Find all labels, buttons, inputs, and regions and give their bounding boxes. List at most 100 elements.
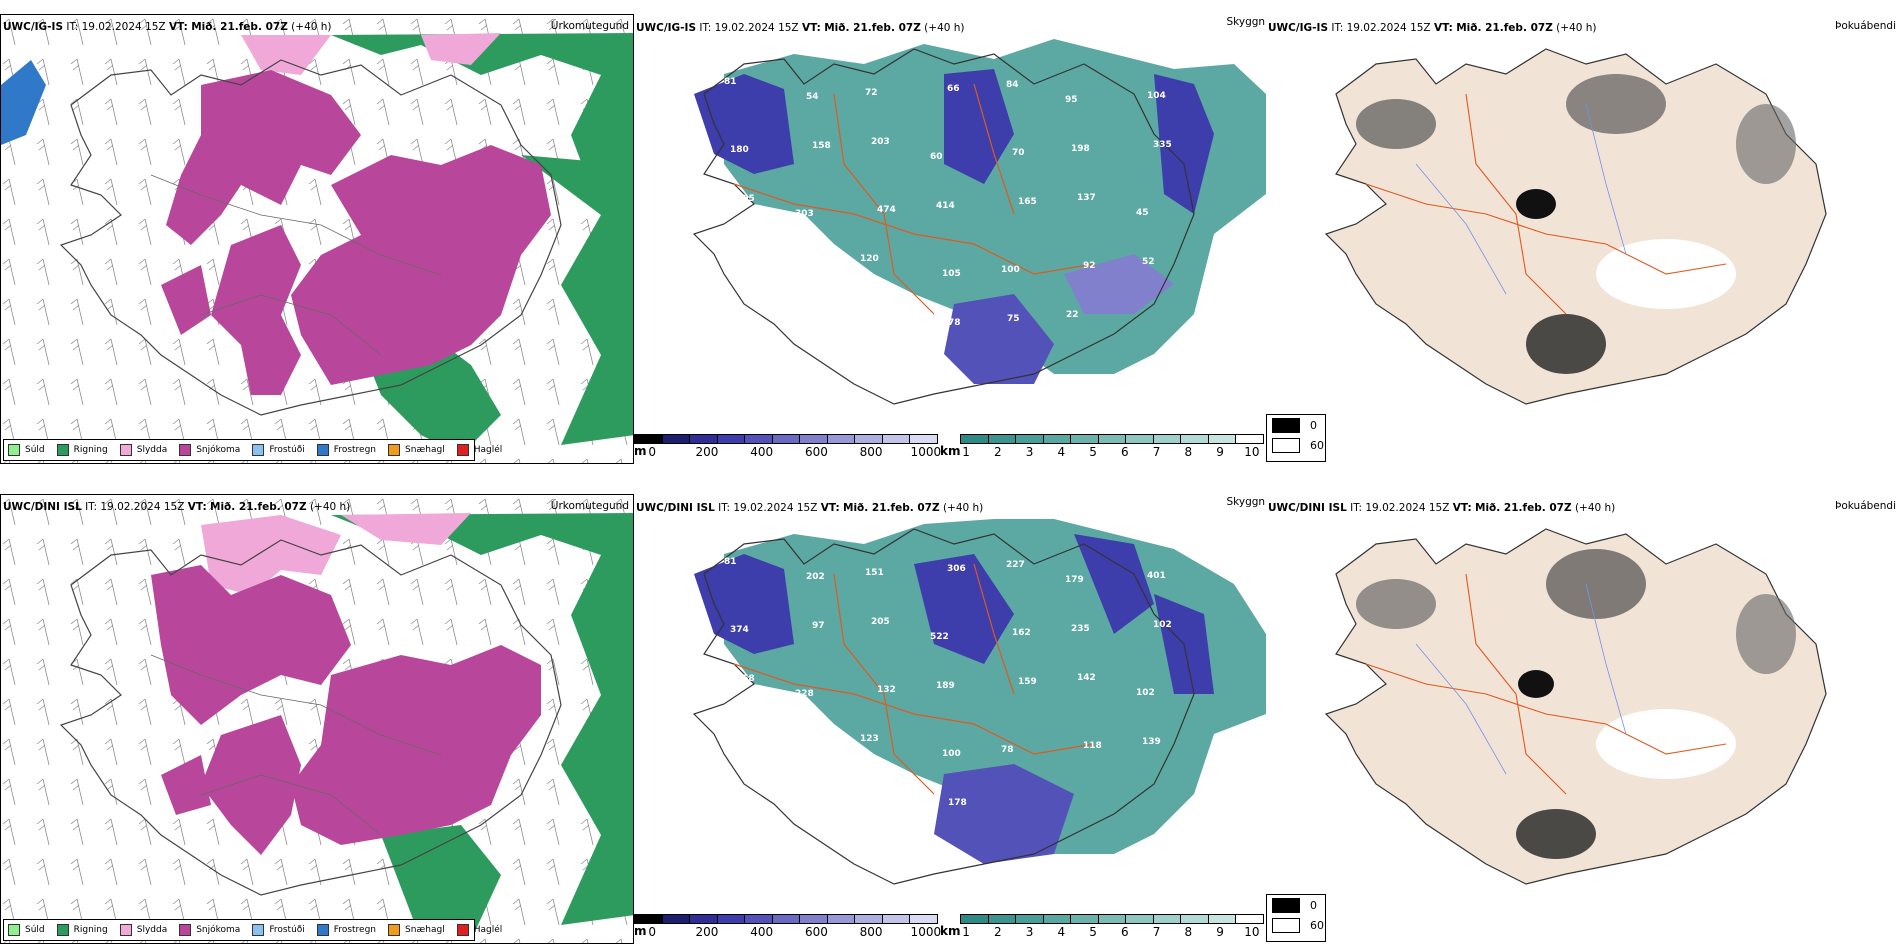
visibility-value-label: 235 xyxy=(1071,624,1090,634)
legend-swatch xyxy=(456,444,469,456)
panel-header: UWC/DINI ISL IT: 19.02.2024 15Z VT: Mið.… xyxy=(3,501,351,513)
panel-title: Þokuábendi xyxy=(1835,500,1896,512)
visibility-unit-km: km xyxy=(940,444,961,458)
scale-tick: 200 xyxy=(695,925,719,939)
scale-tick: 6 xyxy=(1121,445,1129,459)
visibility-value-label: 242 xyxy=(866,322,885,332)
scale-swatch xyxy=(855,915,883,923)
visibility-value-label: 100 xyxy=(942,749,961,759)
scale-tick: 4 xyxy=(1057,445,1066,459)
fog-map-bottom xyxy=(1324,528,1827,885)
scale-tick: 2 xyxy=(994,925,1002,939)
visibility-value-label: 81 xyxy=(724,557,737,567)
fog-legend-row: 0 xyxy=(1267,415,1325,435)
scale-swatch xyxy=(1071,915,1099,923)
panel-header: UWC/DINI ISL IT: 19.02.2024 15Z VT: Mið.… xyxy=(636,502,984,514)
visibility-value-label: 522 xyxy=(930,632,949,642)
visibility-value-label: 197 xyxy=(725,311,744,321)
visibility-value-label: 180 xyxy=(730,145,749,155)
visibility-value-label: 54 xyxy=(806,92,819,102)
scale-tick: 8 xyxy=(1184,445,1193,459)
visibility-value-label: 241 xyxy=(801,258,820,268)
scale-swatch xyxy=(1153,435,1182,443)
scale-tick: 1 xyxy=(962,925,970,939)
fog-legend: 0 60 xyxy=(1266,414,1326,462)
visibility-value-label: 93 xyxy=(742,742,755,752)
legend-label: Frostregn xyxy=(333,445,377,455)
precip-map-bottom xyxy=(1,495,633,943)
scale-tick: 400 xyxy=(750,445,774,459)
visibility-value-label: 139 xyxy=(1142,737,1161,747)
scale-swatch xyxy=(988,435,1017,443)
legend-swatch xyxy=(56,444,69,456)
scale-bar xyxy=(634,434,938,444)
visibility-value-label: 179 xyxy=(1065,575,1084,585)
legend-item-0: Súld xyxy=(8,924,45,936)
scale-swatch xyxy=(827,915,856,923)
precip-legend: Súld Rigning Slydda Snjókoma Frostúði Frostre… xyxy=(3,919,502,941)
fog-label: 0 xyxy=(1310,898,1317,912)
visibility-value-label: 335 xyxy=(1153,140,1172,150)
scale-tick: 10 xyxy=(1244,445,1260,459)
visibility-value-label: 75 xyxy=(1007,314,1020,324)
scale-swatch xyxy=(717,435,746,443)
visibility-unit-km: km xyxy=(940,924,961,938)
scale-swatch xyxy=(1126,915,1154,923)
scale-tick: 1 xyxy=(962,445,970,459)
scale-tick: 600 xyxy=(804,445,828,459)
visibility-scale-m: 0 200 400 600 800 1000 xyxy=(634,434,941,460)
visibility-value-label: 358 xyxy=(736,674,755,684)
scale-swatch xyxy=(1043,915,1072,923)
fog-label: 60 xyxy=(1310,918,1324,932)
legend-label: Rigning xyxy=(73,925,108,935)
scale-swatch xyxy=(745,435,773,443)
scale-swatch xyxy=(1071,435,1099,443)
legend-item-5: Frostregn xyxy=(316,924,376,936)
scale-swatch xyxy=(910,915,938,923)
legend-swatch xyxy=(56,924,69,936)
legend-label: Rigning xyxy=(73,445,108,455)
visibility-value-label: 123 xyxy=(860,734,879,744)
visibility-value-label: 162 xyxy=(1012,628,1031,638)
scale-swatch xyxy=(1236,915,1264,923)
legend-label: Súld xyxy=(25,925,45,935)
panel-header: UWC/DINI ISL IT: 19.02.2024 15Z VT: Mið.… xyxy=(1268,502,1616,514)
fog-panel-bottom: UWC/DINI ISL IT: 19.02.2024 15Z VT: Mið.… xyxy=(1266,494,1900,944)
visibility-value-label: 228 xyxy=(795,689,814,699)
scale-swatch xyxy=(1236,435,1264,443)
legend-swatch xyxy=(119,444,132,456)
legend-swatch xyxy=(252,924,265,936)
legend-label: Slydda xyxy=(136,445,168,455)
legend-swatch xyxy=(8,444,20,456)
visibility-scale-km: 1 2 3 4 5 6 7 8 9 10 xyxy=(960,914,1264,940)
visibility-value-label: 203 xyxy=(871,137,890,147)
legend-swatch xyxy=(388,924,401,936)
visibility-value-label: 235 xyxy=(742,262,761,272)
legend-label: Haglél xyxy=(473,925,503,935)
legend-item-5: Frostregn xyxy=(316,444,377,456)
panel-title: Skyggni xyxy=(1226,16,1267,28)
visibility-value-label: 105 xyxy=(942,269,961,279)
legend-swatch xyxy=(179,444,192,456)
scale-tick: 5 xyxy=(1089,445,1097,459)
legend-label: Snjókoma xyxy=(196,925,241,935)
legend-label: Haglél xyxy=(473,445,503,455)
scale-tick: 7 xyxy=(1152,445,1161,459)
legend-swatch xyxy=(119,924,132,936)
scale-tick: 200 xyxy=(695,445,719,459)
visibility-value-label: 70 xyxy=(1012,148,1025,158)
scale-tick: 6 xyxy=(1121,925,1129,939)
visibility-panel-bottom: UWC/DINI ISL IT: 19.02.2024 15Z VT: Mið.… xyxy=(634,494,1266,944)
legend-item-7: Haglél xyxy=(456,924,503,936)
visibility-scale-m: 0 200 400 600 800 1000 xyxy=(634,914,941,940)
panel-title: Skyggni xyxy=(1226,496,1267,508)
visibility-value-label: 45 xyxy=(1136,208,1149,218)
scale-tick: 400 xyxy=(750,925,774,939)
scale-swatch xyxy=(690,915,718,923)
legend-swatch xyxy=(316,924,329,936)
precip-type-panel-top: UWC/IG-IS IT: 19.02.2024 15Z VT: Mið. 21… xyxy=(0,14,634,464)
visibility-value-label: 81 xyxy=(724,77,737,87)
visibility-value-label: 85 xyxy=(807,326,820,336)
scale-swatch xyxy=(827,435,856,443)
legend-item-6: Snæhagl xyxy=(388,444,445,456)
